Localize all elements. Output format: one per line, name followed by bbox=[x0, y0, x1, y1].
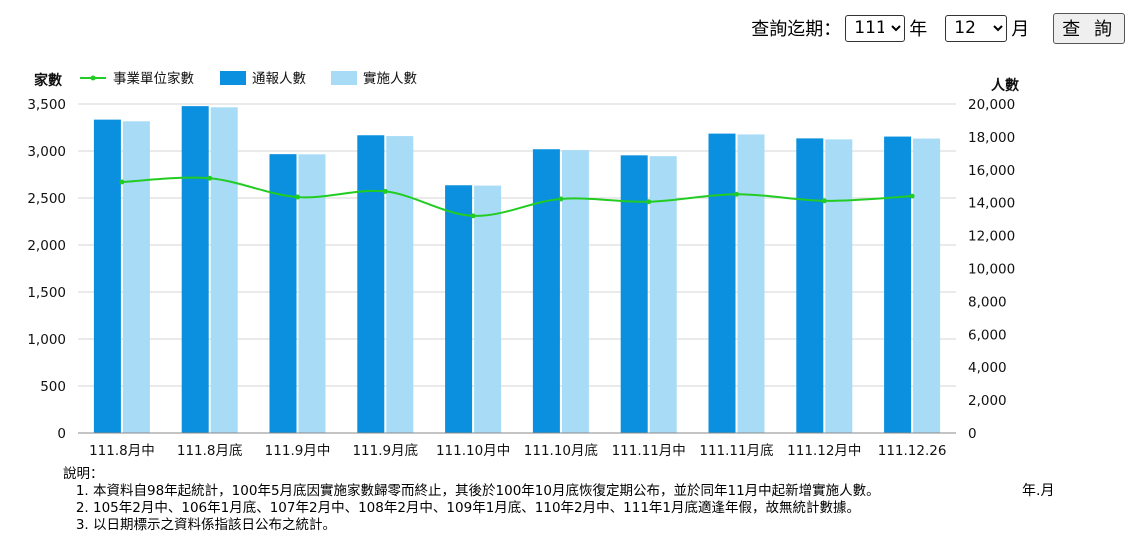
left-tick-label: 0 bbox=[57, 426, 66, 442]
line-point bbox=[909, 193, 915, 199]
line-point bbox=[558, 196, 564, 202]
year-select[interactable]: 111 bbox=[845, 14, 906, 42]
right-tick-label: 14,000 bbox=[968, 196, 1015, 212]
x-tick-label: 111.12.26 bbox=[878, 443, 947, 459]
left-axis-title: 家數 bbox=[34, 72, 62, 89]
x-tick-label: 111.8月中 bbox=[89, 443, 155, 459]
bar-reported bbox=[357, 135, 385, 433]
left-tick-label: 1,000 bbox=[27, 332, 66, 348]
line-point bbox=[382, 188, 388, 194]
right-tick-label: 20,000 bbox=[968, 97, 1015, 113]
bar-reported bbox=[269, 154, 297, 434]
notes-title: 說明： bbox=[63, 466, 104, 482]
axes: 0 500 1,000 1,500 2,000 2,500 3,000 3,500 0 2,000… bbox=[27, 72, 1019, 459]
line-point bbox=[119, 179, 125, 185]
line-point bbox=[295, 194, 300, 200]
x-tick-label: 111.10月中 bbox=[436, 443, 510, 459]
legend-label: 事業單位家數 bbox=[113, 70, 194, 87]
legend: 事業單位家數 通報人數 實施人數 bbox=[80, 70, 417, 87]
bar-implemented bbox=[122, 121, 150, 434]
bar-implemented bbox=[386, 136, 414, 433]
month-unit-label: 月 bbox=[1011, 19, 1030, 40]
right-tick-label: 8,000 bbox=[968, 294, 1007, 310]
line-point bbox=[470, 213, 476, 219]
year-unit-label: 年 bbox=[909, 19, 928, 40]
bar-implemented bbox=[737, 134, 765, 433]
right-tick-label: 12,000 bbox=[968, 229, 1015, 245]
line-point bbox=[734, 191, 739, 197]
legend-swatch-point bbox=[90, 75, 96, 81]
x-tick-label: 111.10月底 bbox=[524, 443, 598, 459]
bar-implemented bbox=[210, 107, 238, 433]
bar-implemented bbox=[474, 185, 502, 433]
legend-swatch-bar bbox=[331, 71, 357, 85]
left-tick-label: 3,000 bbox=[27, 144, 66, 160]
legend-label: 通報人數 bbox=[252, 71, 306, 87]
bar-reported bbox=[620, 155, 648, 433]
right-tick-label: 0 bbox=[968, 426, 977, 442]
bar-reported bbox=[708, 133, 736, 434]
right-tick-label: 16,000 bbox=[968, 163, 1015, 179]
bar-reported bbox=[445, 185, 473, 433]
grid-lines bbox=[78, 103, 956, 434]
legend-label: 實施人數 bbox=[363, 70, 417, 87]
left-tick-label: 2,500 bbox=[27, 191, 66, 207]
right-tick-label: 18,000 bbox=[968, 130, 1015, 146]
right-tick-label: 6,000 bbox=[968, 327, 1007, 343]
x-tick-label: 111.11月中 bbox=[612, 443, 686, 459]
query-button[interactable]: 查 詢 bbox=[1053, 12, 1125, 44]
notes: 說明： 本資料自98年起統計，100年5月底因實施家數歸零而終止，其後於100年… bbox=[63, 466, 880, 534]
bar-implemented bbox=[913, 138, 941, 434]
right-axis-title: 人數 bbox=[991, 77, 1019, 94]
combo-chart: 0 500 1,000 1,500 2,000 2,500 3,000 3,500 0 2,000… bbox=[27, 70, 1019, 459]
left-tick-label: 500 bbox=[40, 379, 66, 395]
line-point bbox=[646, 199, 652, 205]
query-label: 查詢迄期： bbox=[751, 19, 842, 40]
note-item: 105年2月中、106年1月底、107年2月中、108年2月中、109年1月底、… bbox=[93, 500, 880, 517]
left-tick-label: 2,000 bbox=[27, 238, 66, 254]
line-point bbox=[821, 198, 827, 204]
line-establishments bbox=[121, 176, 913, 217]
month-select[interactable]: 12 bbox=[945, 14, 1008, 42]
line-point bbox=[207, 175, 213, 181]
bar-reported bbox=[181, 106, 209, 434]
left-tick-label: 1,500 bbox=[27, 285, 66, 301]
note-item: 本資料自98年起統計，100年5月底因實施家數歸零而終止，其後於100年10月底… bbox=[93, 483, 880, 500]
right-tick-label: 2,000 bbox=[968, 393, 1007, 409]
line-series bbox=[119, 175, 915, 219]
bar-reported bbox=[93, 119, 121, 433]
x-axis-label: 年.月 bbox=[1022, 483, 1055, 499]
bars bbox=[93, 106, 941, 434]
legend-swatch-bar bbox=[220, 71, 246, 85]
x-tick-label: 111.9月底 bbox=[352, 443, 418, 459]
query-bar: 查詢迄期： 111 年 12 月 查 詢 bbox=[751, 12, 1125, 44]
left-tick-label: 3,500 bbox=[27, 97, 66, 113]
bar-implemented bbox=[298, 154, 326, 433]
bar-reported bbox=[884, 136, 912, 434]
x-tick-label: 111.11月底 bbox=[699, 443, 773, 459]
x-tick-label: 111.12月中 bbox=[787, 443, 861, 459]
bar-reported bbox=[796, 138, 824, 433]
bar-implemented bbox=[561, 150, 589, 433]
bar-implemented bbox=[649, 156, 677, 434]
bar-implemented bbox=[825, 139, 853, 433]
right-tick-label: 10,000 bbox=[968, 262, 1015, 278]
bar-reported bbox=[532, 149, 560, 434]
right-tick-label: 4,000 bbox=[968, 360, 1007, 376]
note-item: 以日期標示之資料係指該日公布之統計。 bbox=[93, 517, 880, 534]
x-tick-label: 111.9月中 bbox=[265, 443, 331, 459]
x-tick-label: 111.8月底 bbox=[177, 443, 243, 459]
